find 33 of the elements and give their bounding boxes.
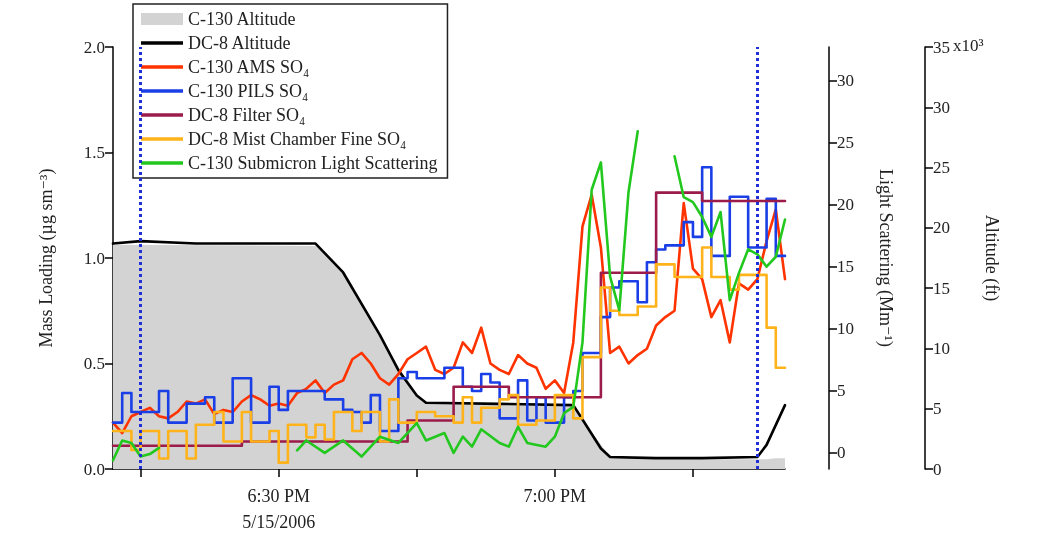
y3-tick-label: 30	[933, 97, 950, 117]
y3-tick-label: 35	[933, 37, 950, 57]
x-tick-label: 6:30 PM 5/15/2006	[242, 486, 316, 532]
x-tick-label: 7:00 PM	[523, 486, 587, 506]
y2-tick-label: 0	[837, 443, 846, 463]
y3-tick-label: 25	[933, 158, 950, 178]
y3-tick-label: 15	[933, 278, 950, 298]
y2-axis-title: Light Scattering (Mm⁻¹)	[875, 169, 896, 347]
y-tick-label: 0.0	[83, 459, 105, 479]
y3-tick-label: 0	[933, 459, 942, 479]
text: x10³	[953, 36, 984, 55]
y2-tick-label: 25	[837, 133, 854, 153]
y-tick-label: 1.0	[83, 248, 105, 268]
y-tick-label: 2.0	[83, 37, 105, 57]
y-axis-title: Mass Loading (µg sm⁻³)	[36, 168, 57, 348]
legend-label: C-130 Altitude	[188, 9, 296, 29]
legend-label: DC-8 Filter SO₄	[188, 105, 306, 125]
y2-tick-label: 20	[837, 195, 854, 215]
y-tick-label: 0.5	[83, 354, 105, 373]
y2-tick-label: 10	[837, 319, 854, 339]
legend-label: DC-8 Mist Chamber Fine SO₄	[188, 129, 407, 149]
y3-axis-title: Altitude (ft)	[981, 214, 1002, 302]
y-tick-label: 1.5	[83, 143, 105, 162]
legend-label: C-130 PILS SO₄	[188, 81, 309, 101]
y3-tick-label: 20	[933, 218, 950, 238]
legend-label: C-130 AMS SO₄	[188, 57, 310, 77]
y2-tick-label: 30	[837, 71, 854, 91]
y3-tick-label: 5	[933, 399, 942, 419]
legend-label: C-130 Submicron Light Scattering	[188, 153, 438, 173]
legend-label: DC-8 Altitude	[188, 33, 291, 53]
y3-tick-label: 10	[933, 338, 950, 358]
y2-tick-label: 15	[837, 257, 854, 277]
y2-tick-label: 5	[837, 381, 846, 401]
